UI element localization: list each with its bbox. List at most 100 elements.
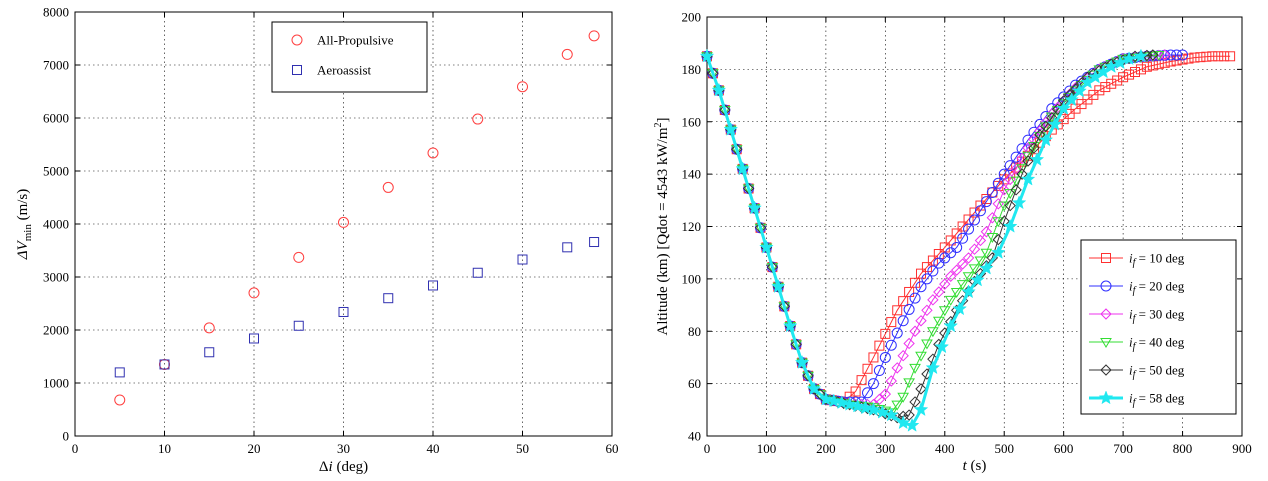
data-point (950, 287, 963, 298)
data-point (921, 273, 933, 285)
data-point (913, 402, 929, 417)
y-tick-label: 3000 (43, 270, 69, 285)
data-point (472, 267, 483, 278)
data-point (904, 286, 915, 297)
data-point (1207, 51, 1218, 62)
data-point (886, 317, 897, 328)
y-axis-label: ΔVmin (m/s) (15, 189, 34, 261)
legend: All-Propulsive Aeroassist (271, 21, 428, 93)
data-point (904, 417, 920, 432)
legend-label: if = 10 deg (1129, 251, 1185, 269)
data-point (427, 147, 439, 159)
data-point (868, 352, 879, 363)
data-point (885, 375, 897, 387)
y-tick-label: 80 (688, 324, 701, 339)
data-point (938, 306, 951, 317)
data-point (382, 181, 394, 193)
y-tick-label: 8000 (43, 5, 69, 20)
data-point (956, 258, 969, 270)
data-point (794, 354, 810, 369)
data-point (910, 277, 921, 288)
data-point (943, 318, 959, 333)
data-point (903, 337, 915, 350)
x-tick-label: 50 (516, 441, 529, 456)
data-point (957, 232, 969, 244)
data-point (1171, 49, 1183, 61)
x-tick-label: 30 (337, 441, 350, 456)
data-point (735, 161, 750, 176)
y-tick-label: 1000 (43, 376, 69, 391)
y-tick-label: 0 (63, 429, 70, 444)
data-point (1016, 168, 1028, 180)
data-point (1133, 48, 1149, 63)
data-point (939, 278, 951, 290)
data-point (927, 255, 938, 266)
data-point (862, 363, 873, 374)
x-tick-label: 40 (427, 441, 440, 456)
data-point (850, 398, 865, 413)
data-point (1064, 92, 1079, 107)
data-point (1165, 56, 1176, 67)
data-point (1094, 85, 1105, 96)
legend: if = 10 deg if = 20 deg if = 30 deg if = 40… (1080, 239, 1237, 415)
data-point (711, 82, 727, 97)
data-point (998, 215, 1010, 227)
data-point (1201, 51, 1212, 62)
data-point (974, 205, 986, 217)
data-point (956, 280, 969, 291)
y-tick-label: 160 (682, 114, 702, 129)
x-tick-label: 800 (1173, 441, 1193, 456)
x-tick-label: 600 (1054, 441, 1074, 456)
data-point (249, 333, 259, 344)
x-axis-label: Δi (deg) (319, 459, 368, 475)
data-point (903, 303, 915, 315)
data-point (1005, 168, 1016, 179)
y-tick-label: 100 (682, 271, 702, 286)
data-point (802, 370, 814, 382)
y-tick-label: 60 (688, 376, 701, 391)
data-point (383, 293, 394, 304)
data-point (856, 375, 867, 386)
axes-frame (706, 16, 1243, 437)
data-point (1121, 51, 1137, 66)
data-point (986, 212, 999, 224)
data-point (1112, 55, 1128, 70)
data-point (998, 201, 1011, 212)
data-point (1010, 151, 1022, 163)
data-point (998, 168, 1010, 180)
data-point (1028, 142, 1040, 154)
data-point (968, 264, 981, 275)
data-point (771, 279, 786, 293)
y-tick-label: 40 (688, 429, 701, 444)
x-tick-label: 10 (158, 441, 171, 456)
y-tick-label: 5000 (43, 164, 69, 179)
data-point (747, 200, 762, 215)
y-tick-label: 7000 (43, 58, 69, 73)
data-point (1010, 176, 1022, 187)
data-point (915, 315, 927, 327)
data-point (927, 327, 939, 338)
data-point (927, 265, 939, 277)
data-point (970, 272, 985, 287)
data-point (903, 378, 915, 389)
data-point (1029, 152, 1045, 166)
data-point (980, 226, 993, 238)
data-point (723, 121, 739, 136)
data-point (866, 402, 881, 417)
data-point (927, 294, 939, 306)
legend-marker (1098, 390, 1114, 405)
data-point (1004, 189, 1017, 200)
data-point (1034, 129, 1046, 141)
x-tick-label: 900 (1232, 441, 1252, 456)
legend-label: All-Propulsive (317, 33, 394, 48)
data-point (293, 320, 304, 331)
y-axis-label: Altitude (km) [Qdot = 4543 kW/m2] (653, 117, 671, 335)
data-point (806, 381, 822, 396)
legend-box (271, 21, 428, 93)
data-point (1047, 116, 1063, 131)
legend-label: if = 30 deg (1129, 307, 1185, 325)
data-point (834, 395, 850, 410)
data-point (1011, 195, 1027, 210)
data-point (883, 407, 899, 422)
data-point (892, 305, 903, 316)
